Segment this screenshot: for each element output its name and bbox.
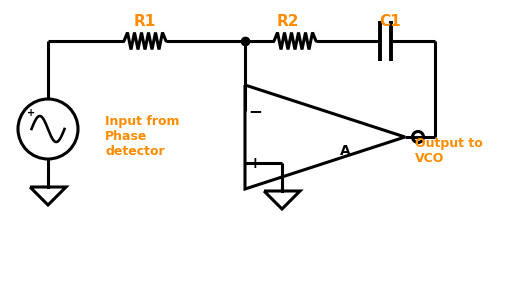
Text: −: − — [247, 102, 262, 120]
Text: Output to
VCO: Output to VCO — [414, 137, 482, 165]
Text: +: + — [27, 107, 35, 117]
Text: C1: C1 — [378, 14, 400, 29]
Text: +: + — [248, 156, 261, 170]
Text: A: A — [339, 144, 349, 158]
Text: R1: R1 — [134, 14, 156, 29]
Text: Input from
Phase
detector: Input from Phase detector — [105, 114, 179, 157]
Text: R2: R2 — [276, 14, 298, 29]
